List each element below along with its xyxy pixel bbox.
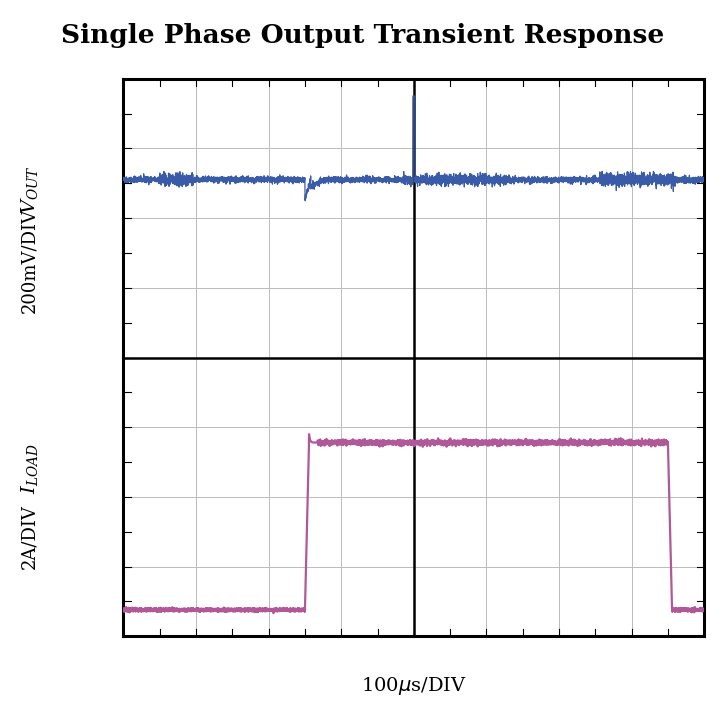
Text: 2A/DIV: 2A/DIV — [20, 504, 38, 568]
Text: $\mathregular{I_{LOAD}}$: $\mathregular{I_{LOAD}}$ — [19, 443, 39, 494]
Text: $\mathregular{V_{OUT}}$: $\mathregular{V_{OUT}}$ — [19, 165, 39, 214]
Text: 100$\mu$s/DIV: 100$\mu$s/DIV — [361, 676, 467, 697]
Text: Single Phase Output Transient Response: Single Phase Output Transient Response — [62, 24, 664, 48]
Text: 200mV/DIV: 200mV/DIV — [20, 209, 38, 313]
